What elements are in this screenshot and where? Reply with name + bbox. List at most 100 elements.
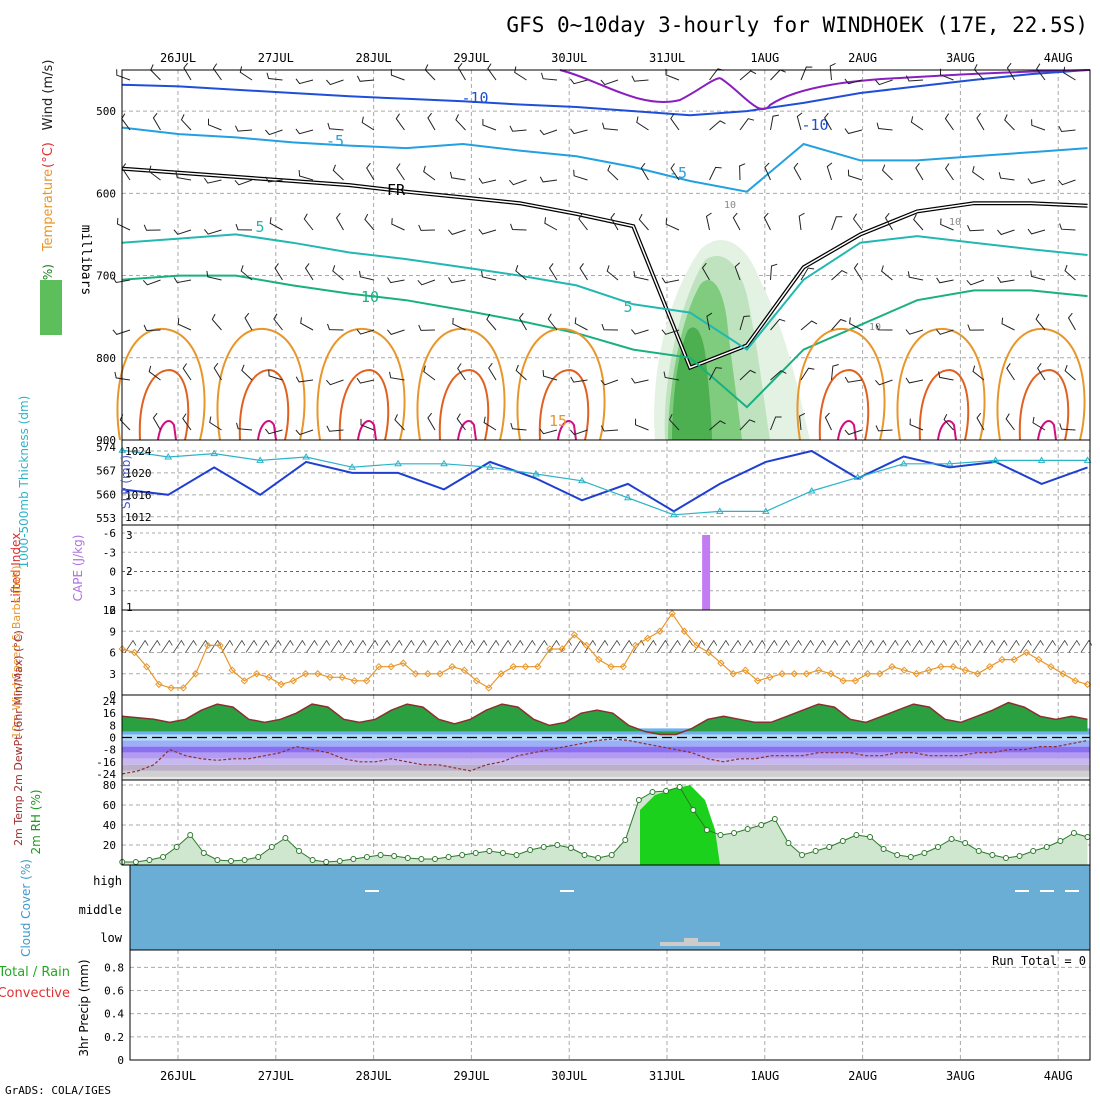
wind-barb bbox=[875, 425, 893, 432]
wind-barb bbox=[509, 125, 527, 132]
surface-wind-barb bbox=[451, 639, 464, 653]
wind-barb bbox=[875, 379, 893, 386]
wind-barb bbox=[1064, 264, 1076, 281]
wind-speed-marker bbox=[314, 670, 322, 678]
wind-barb bbox=[518, 312, 527, 331]
wind-barb bbox=[844, 429, 863, 436]
rh-marker bbox=[1030, 848, 1037, 854]
temp-contour-hot bbox=[538, 368, 590, 441]
rh-marker bbox=[228, 858, 235, 864]
wind-barb bbox=[574, 317, 588, 331]
contour-label: 10 bbox=[869, 322, 881, 333]
wind-speed-marker bbox=[619, 662, 627, 671]
slp-tick-label: 1012 bbox=[125, 511, 152, 524]
surface-wind-barb bbox=[221, 639, 234, 653]
wind-barb bbox=[148, 165, 161, 181]
wind-barb bbox=[936, 329, 954, 335]
wind-speed-marker bbox=[142, 662, 151, 671]
cloud-cover-fill bbox=[130, 865, 1090, 950]
wind-barb bbox=[448, 277, 466, 284]
wind-speed-marker bbox=[717, 659, 725, 667]
surface-wind-barb bbox=[233, 639, 246, 653]
wind-barb bbox=[1006, 62, 1015, 81]
date-label-bottom: 3AUG bbox=[946, 1069, 975, 1083]
contour-label: -10 bbox=[801, 116, 828, 134]
y-label-cloud: Cloud Cover (%) bbox=[19, 859, 33, 957]
wind-barb bbox=[939, 68, 954, 81]
date-label-bottom: 26JUL bbox=[160, 1069, 196, 1083]
wind-barb bbox=[670, 113, 680, 131]
surface-wind-barb bbox=[572, 639, 585, 653]
surface-wind-barb bbox=[1080, 639, 1093, 653]
thickness-marker bbox=[348, 463, 356, 470]
surface-wind-barb bbox=[439, 639, 451, 653]
rh-marker bbox=[703, 827, 710, 833]
wind-barb bbox=[636, 116, 649, 131]
date-label-top: 28JUL bbox=[356, 51, 392, 65]
y-title-thickness: 1000-500mb Thickness (dm) bbox=[17, 396, 31, 569]
wind-barb bbox=[640, 162, 649, 181]
wind-barb bbox=[423, 165, 436, 181]
wind-barb bbox=[427, 412, 436, 431]
date-label-bottom: 4AUG bbox=[1044, 1069, 1073, 1083]
surface-wind-barb bbox=[1044, 639, 1056, 653]
wind-barb bbox=[631, 329, 649, 335]
wind-barb bbox=[455, 114, 466, 131]
precip-tick-label: 0.8 bbox=[104, 961, 124, 974]
wind-barb bbox=[208, 118, 222, 131]
surface-wind-barb bbox=[838, 639, 851, 653]
wind-barb bbox=[739, 419, 756, 431]
wind-speed-marker bbox=[289, 677, 298, 685]
date-label-bottom: 30JUL bbox=[551, 1069, 587, 1083]
wind-barb bbox=[831, 364, 839, 381]
wind-barb bbox=[356, 377, 375, 384]
precip-tick-label: 0.4 bbox=[104, 1008, 124, 1021]
rh-marker bbox=[812, 848, 819, 854]
footer-credit: GrADS: COLA/IGES bbox=[5, 1084, 111, 1097]
wind-speed-marker bbox=[191, 670, 200, 678]
rh-marker bbox=[785, 840, 792, 846]
rh-marker bbox=[595, 855, 602, 861]
surface-wind-barb bbox=[644, 639, 657, 653]
wind-barb bbox=[997, 229, 1015, 236]
wind-barb bbox=[478, 228, 497, 235]
wind-speed-marker bbox=[277, 680, 285, 689]
wind-barb bbox=[234, 125, 253, 132]
wind-speed-marker bbox=[375, 662, 383, 671]
wind-barb bbox=[360, 418, 375, 431]
wind-speed-marker bbox=[986, 662, 994, 671]
pressure-tick-label: 500 bbox=[96, 105, 116, 118]
surface-wind-barb bbox=[620, 639, 633, 653]
wind-speed-marker bbox=[558, 645, 566, 653]
y-label-lifted-index: Lifted Index bbox=[9, 533, 23, 604]
wind-barb bbox=[800, 66, 813, 81]
temp-contour-warm bbox=[516, 327, 606, 441]
temp-band bbox=[122, 752, 1090, 759]
wind-barb bbox=[1036, 363, 1046, 381]
contour-label: 10 bbox=[361, 288, 379, 306]
wind-barb bbox=[203, 177, 222, 184]
wind-barb bbox=[631, 75, 649, 82]
temp-contour-hottest bbox=[457, 420, 477, 441]
rh-marker bbox=[295, 848, 302, 854]
rh-marker bbox=[377, 852, 384, 858]
wind-barb bbox=[457, 363, 466, 381]
wind-barb bbox=[602, 122, 619, 131]
wind-barb bbox=[142, 279, 161, 286]
temp-contour-5 bbox=[122, 233, 1088, 351]
wind-barb bbox=[973, 64, 985, 81]
wind-barb bbox=[211, 313, 222, 331]
wind-barb bbox=[391, 218, 405, 231]
wind-barb bbox=[875, 324, 893, 331]
wind-barb bbox=[709, 420, 726, 431]
surface-wind-barb bbox=[1007, 639, 1020, 653]
wind-speed-marker bbox=[204, 641, 212, 650]
wind-barb bbox=[739, 70, 757, 81]
wind-barb bbox=[143, 324, 161, 332]
wind-speed-marker bbox=[167, 684, 175, 692]
wind-barb bbox=[483, 416, 497, 431]
wind-barb bbox=[972, 365, 985, 381]
wind-barb bbox=[1027, 178, 1046, 184]
wind-barb bbox=[829, 62, 836, 81]
